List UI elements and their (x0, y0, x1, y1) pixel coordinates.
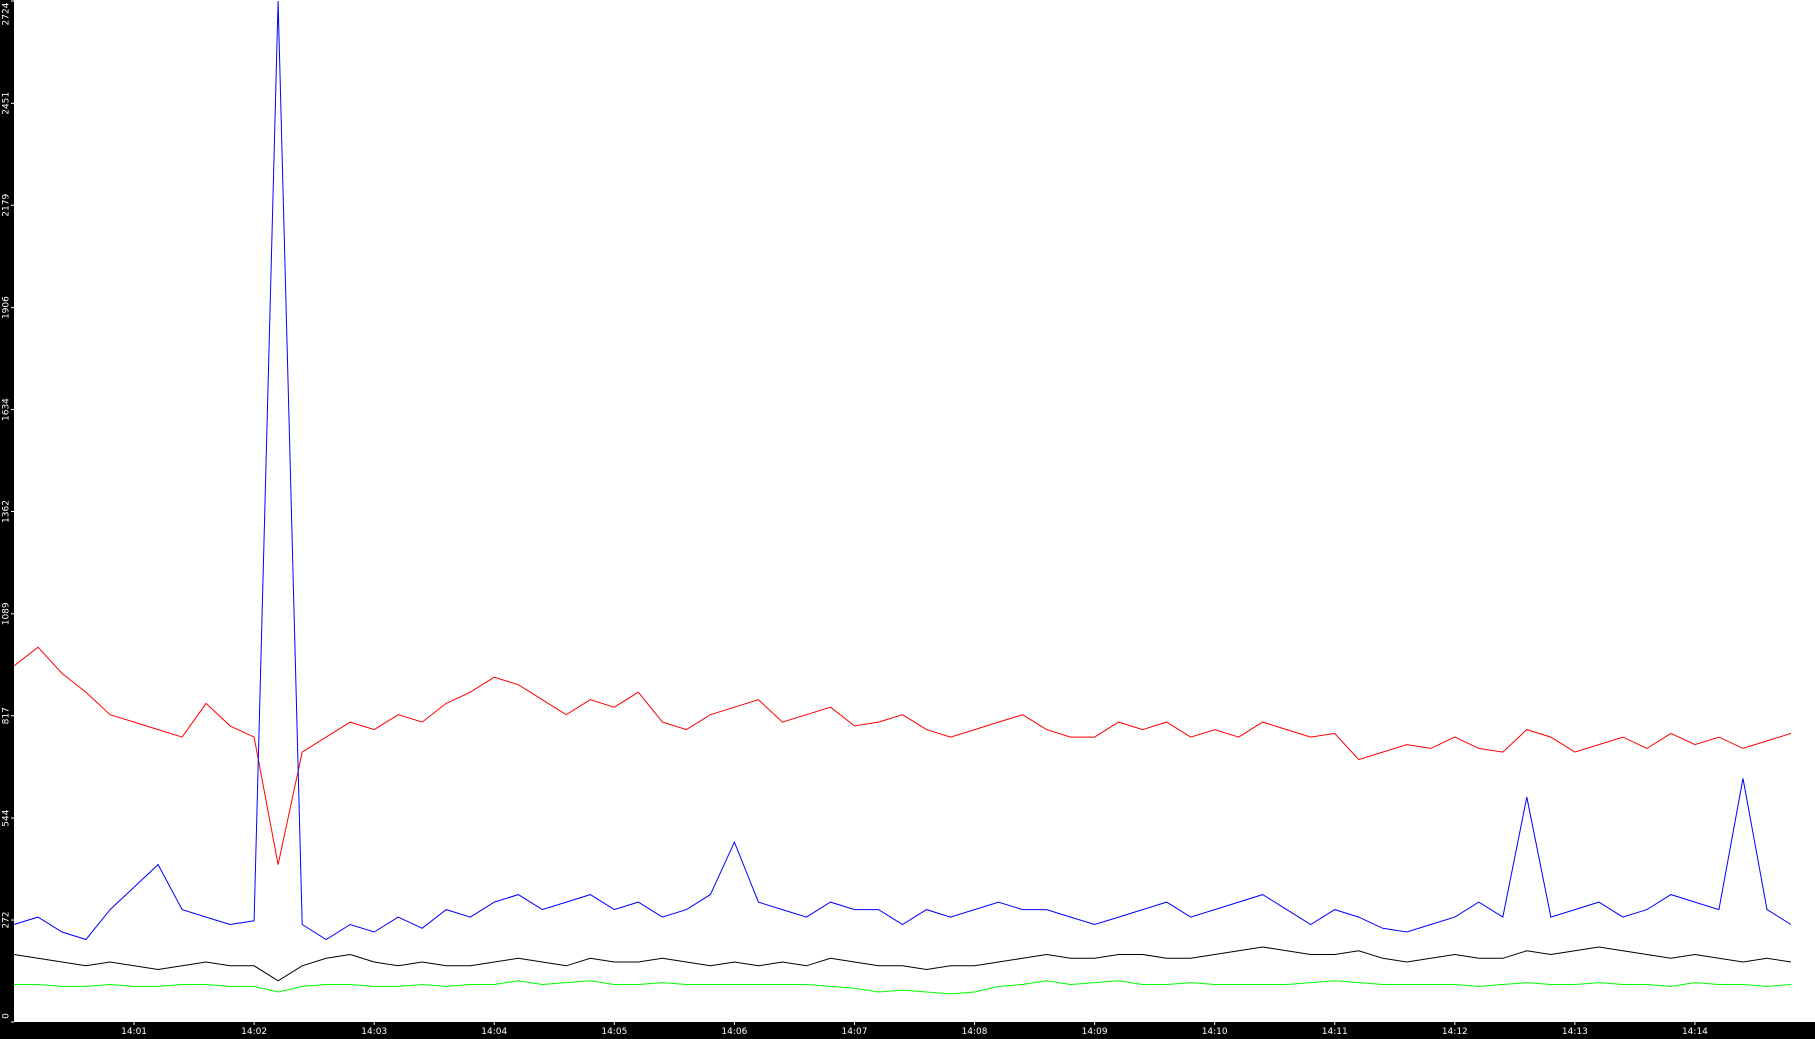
y-tick-label: 272 (2, 911, 12, 928)
y-tick-label: 1089 (2, 602, 12, 625)
x-tick-label: 14:12 (1442, 1027, 1468, 1037)
y-tick-label: 817 (2, 707, 12, 724)
x-tick-label: 14:07 (841, 1027, 867, 1037)
y-tick-label: 544 (2, 809, 12, 826)
y-axis-strip (0, 0, 14, 1039)
series-line (13, 0, 1792, 941)
x-tick-label: 14:03 (361, 1027, 387, 1037)
series-line (13, 946, 1792, 982)
x-tick-label: 14:06 (721, 1027, 747, 1037)
y-tick-label: 0 (2, 1013, 12, 1019)
x-tick-label: 14:10 (1202, 1027, 1228, 1037)
series-line (14, 980, 1792, 995)
y-tick-label: 1634 (2, 398, 12, 421)
y-tick-label: 1362 (2, 500, 12, 523)
x-axis-strip (0, 1022, 1815, 1039)
y-tick-label: 2179 (2, 194, 12, 217)
series-line (13, 646, 1792, 865)
x-tick-label: 14:04 (481, 1027, 507, 1037)
x-tick-label: 14:13 (1562, 1027, 1588, 1037)
y-tick-label: 1906 (2, 296, 12, 319)
x-tick-label: 14:09 (1082, 1027, 1108, 1037)
x-tick-label: 14:02 (241, 1027, 267, 1037)
x-tick-label: 14:11 (1322, 1027, 1348, 1037)
y-tick-label: 2451 (2, 92, 12, 115)
y-tick-label: 2724 (2, 2, 12, 25)
x-tick-label: 14:08 (962, 1027, 988, 1037)
x-tick-label: 14:14 (1682, 1027, 1708, 1037)
x-tick-label: 14:05 (601, 1027, 627, 1037)
x-tick-label: 14:01 (121, 1027, 147, 1037)
